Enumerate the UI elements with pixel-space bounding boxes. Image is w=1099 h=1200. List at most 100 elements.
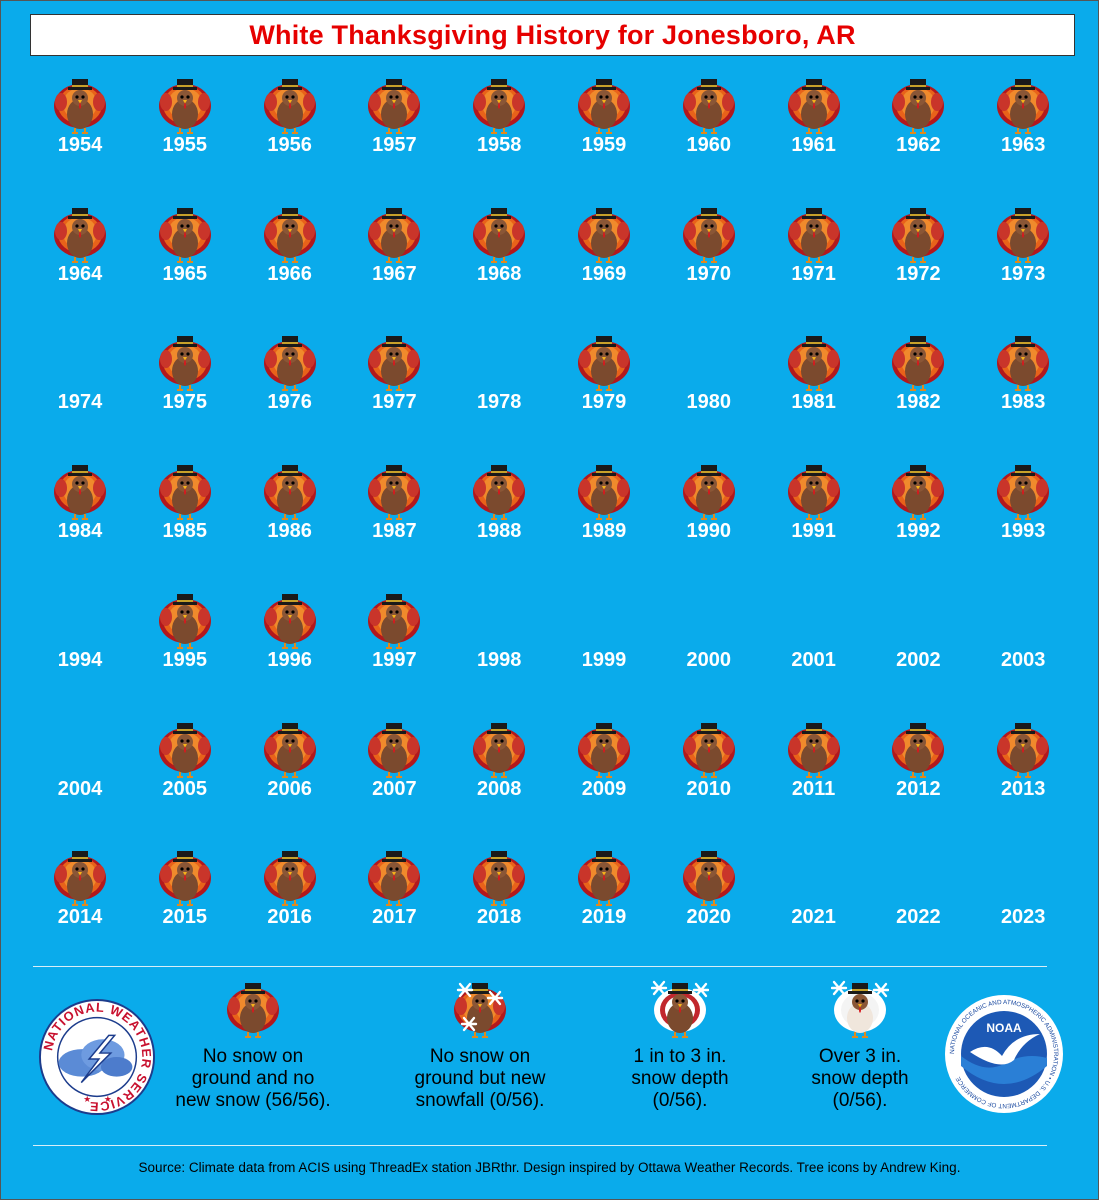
legend-label: No snow on ground and no new snow (56/56…: [175, 1046, 331, 1111]
year-cell: 1984: [28, 458, 132, 578]
year-label: 2008: [476, 777, 522, 800]
turkey-icon: [227, 983, 279, 1038]
year-cell: 1969: [552, 201, 656, 321]
year-cell: 1998: [447, 587, 551, 707]
year-cell: 2020: [657, 844, 761, 964]
year-cell: 1992: [866, 458, 970, 578]
turkey-icon: [473, 79, 526, 134]
turkey-icon: [158, 465, 211, 521]
year-cell: 2014: [28, 844, 132, 964]
turkey-icon: [578, 207, 630, 263]
turkey-icon: [892, 207, 945, 263]
year-cell: 1977: [342, 329, 446, 449]
year-cell: 1983: [971, 329, 1075, 449]
year-label: 1986: [267, 520, 312, 543]
year-label: 2018: [476, 906, 522, 929]
year-label: 1963: [1000, 134, 1046, 156]
turkey-icon: [263, 593, 316, 649]
turkey-icon: [473, 851, 526, 907]
year-cell: 1962: [866, 72, 970, 192]
turkey-icon: [578, 722, 630, 778]
year-cell: 1994: [28, 587, 132, 707]
year-label: 1968: [476, 262, 522, 285]
year-cell: 1974: [28, 329, 132, 449]
year-label: 1977: [372, 391, 417, 414]
year-cell: 1957: [342, 72, 446, 192]
year-label: 2004: [57, 777, 103, 800]
year-label: 1966: [267, 262, 312, 285]
year-label: 1995: [162, 648, 208, 671]
year-label: 1980: [686, 391, 732, 414]
year-cell: 1982: [866, 329, 970, 449]
year-label: 2007: [372, 777, 417, 800]
year-label: 1981: [791, 391, 836, 414]
year-label: 1992: [896, 520, 941, 543]
turkey-icon: [158, 336, 211, 392]
turkey-icon: [263, 722, 316, 778]
year-label: 1989: [581, 520, 627, 543]
year-cell: 1958: [447, 72, 551, 192]
year-label: 2017: [372, 906, 417, 929]
legend-label: 1 in to 3 in. snow depth (0/56).: [631, 1046, 729, 1111]
year-label: 1987: [372, 520, 417, 543]
year-cell: 2002: [866, 587, 970, 707]
year-label: 1993: [1000, 520, 1046, 543]
year-cell: 1985: [133, 458, 237, 578]
turkey-icon: [892, 336, 945, 392]
turkey-icon: [158, 207, 211, 263]
turkey-icon: [997, 336, 1050, 392]
svg-text:★: ★: [104, 1094, 112, 1104]
turkey-icon: [263, 851, 316, 907]
svg-text:★: ★: [83, 1094, 91, 1104]
noaa-logo-text: NOAA: [986, 1021, 1022, 1035]
legend-label: No snow on ground but new snowfall (0/56…: [414, 1046, 546, 1111]
year-label: 1983: [1000, 391, 1046, 414]
year-cell: 2004: [28, 716, 132, 836]
year-label: 1990: [686, 520, 732, 543]
year-cell: 2006: [238, 716, 342, 836]
year-cell: 2005: [133, 716, 237, 836]
year-label: 2002: [896, 648, 941, 671]
year-cell: 2003: [971, 587, 1075, 707]
turkey-icon: [787, 336, 840, 392]
turkey-icon: [473, 722, 526, 778]
year-cell: 1972: [866, 201, 970, 321]
turkey-icon: [263, 207, 316, 263]
year-label: 2023: [1000, 906, 1046, 929]
divider-bottom: [33, 1145, 1047, 1146]
year-label: 2021: [791, 906, 836, 929]
turkey-icon: [54, 79, 106, 134]
year-label: 1978: [476, 391, 522, 414]
turkey-icon: [892, 79, 945, 134]
year-label: 1979: [581, 391, 627, 414]
turkey-icon: [997, 207, 1050, 263]
year-cell: 1954: [28, 72, 132, 192]
year-cell: 2022: [866, 844, 970, 964]
turkey-icon: [158, 851, 211, 907]
year-cell: 1978: [447, 329, 551, 449]
year-label: 1964: [57, 262, 103, 285]
year-label: 1997: [372, 648, 417, 671]
year-cell: 2009: [552, 716, 656, 836]
year-label: 2016: [267, 906, 312, 929]
year-label: 2010: [686, 777, 732, 800]
turkey-icon: [787, 722, 840, 778]
year-label: 1959: [581, 134, 627, 156]
year-cell: 1961: [762, 72, 866, 192]
source-note: Source: Climate data from ACIS using Thr…: [138, 1160, 961, 1175]
year-label: 1974: [57, 391, 103, 414]
year-cell: 1980: [657, 329, 761, 449]
turkey-icon: [473, 207, 526, 263]
turkey-icon: [368, 336, 421, 392]
year-label: 1956: [267, 134, 312, 156]
year-label: 1970: [686, 262, 732, 285]
turkey-icon: [578, 851, 630, 907]
legend-label: Over 3 in. snow depth (0/56).: [811, 1046, 909, 1111]
title-box: White Thanksgiving History for Jonesboro…: [30, 14, 1075, 56]
turkey-icon: [158, 722, 211, 778]
year-label: 1985: [162, 520, 208, 543]
year-label: 2022: [896, 906, 941, 929]
year-label: 1967: [372, 262, 417, 285]
year-label: 1975: [162, 391, 208, 414]
year-cell: 1956: [238, 72, 342, 192]
